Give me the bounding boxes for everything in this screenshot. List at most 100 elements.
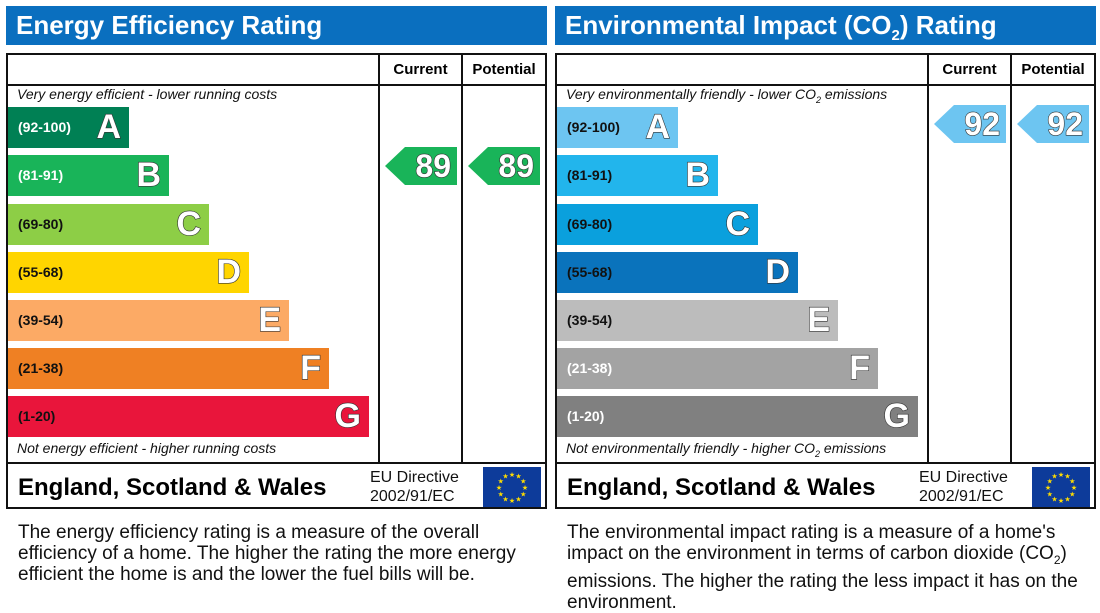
band-range: (39-54) <box>567 312 613 328</box>
band-f: (21-38) F <box>8 348 329 389</box>
top-note: Very environmentally friendly - lower CO… <box>566 86 888 105</box>
eu-star: ★ <box>1069 491 1075 499</box>
band-range: (1-20) <box>18 408 56 424</box>
band-d: (55-68) D <box>8 252 249 293</box>
band-a: (92-100) A <box>557 107 678 148</box>
band-b: (81-91) B <box>557 155 718 196</box>
current-rating-arrow: 89 <box>385 147 457 185</box>
eu-star: ★ <box>1064 495 1070 503</box>
band-c: (69-80) C <box>8 204 209 245</box>
band-letter: F <box>849 348 871 387</box>
band-e: (39-54) E <box>557 300 838 341</box>
footer-divider <box>8 462 545 464</box>
eu-directive-line1: EU Directive <box>370 469 459 486</box>
band-range: (92-100) <box>18 119 71 135</box>
eu-flag-icon: ★ ★ ★ ★ ★ ★ ★ ★ ★ ★ ★ ★ <box>1032 467 1090 507</box>
band-letter: G <box>883 396 911 435</box>
eu-directive-line1: EU Directive <box>919 469 1008 486</box>
column-header-potential: Potential <box>1021 61 1085 78</box>
rating-table: Current Potential Very environmentally fri… <box>555 53 1096 509</box>
band-d: (55-68) D <box>557 252 798 293</box>
band-range: (21-38) <box>567 360 613 376</box>
band-range: (69-80) <box>567 216 613 232</box>
band-b: (81-91) B <box>8 155 169 196</box>
eu-star: ★ <box>515 473 521 481</box>
bottom-note: Not energy efficient - higher running co… <box>17 440 277 456</box>
column-header-potential: Potential <box>472 61 536 78</box>
energy-efficiency-panel: Energy Efficiency Rating Current Potential… <box>6 0 547 612</box>
country-label: England, Scotland & Wales <box>567 474 876 501</box>
eu-star: ★ <box>496 484 502 492</box>
column-header-current: Current <box>393 61 448 78</box>
eu-directive-line2: 2002/91/EC <box>370 488 455 505</box>
eu-star: ★ <box>522 484 528 492</box>
band-e: (39-54) E <box>8 300 289 341</box>
column-divider <box>927 55 929 464</box>
eu-star: ★ <box>520 491 526 499</box>
eu-star: ★ <box>1071 484 1077 492</box>
eu-star: ★ <box>1051 473 1057 481</box>
eu-star: ★ <box>502 473 508 481</box>
column-divider <box>461 55 463 464</box>
column-divider <box>378 55 380 464</box>
rating-table: Current Potential Very energy efficient - … <box>6 53 547 509</box>
band-range: (39-54) <box>18 312 64 328</box>
current-rating-value: 89 <box>415 147 452 184</box>
current-rating-value: 92 <box>964 105 1001 142</box>
eu-flag-icon: ★ ★ ★ ★ ★ ★ ★ ★ ★ ★ ★ ★ <box>483 467 541 507</box>
top-note: Very energy efficient - lower running co… <box>17 86 278 102</box>
description: The environmental impact rating is a mea… <box>567 522 1078 613</box>
band-letter: G <box>334 396 362 435</box>
band-range: (81-91) <box>18 167 64 183</box>
eu-star: ★ <box>520 478 526 486</box>
eu-star: ★ <box>1069 478 1075 486</box>
band-f: (21-38) F <box>557 348 878 389</box>
band-g: (1-20) G <box>8 396 369 437</box>
header-divider <box>557 84 1094 86</box>
band-g: (1-20) G <box>557 396 918 437</box>
band-letter: E <box>807 300 831 339</box>
eu-directive: EU Directive 2002/91/EC <box>919 468 1008 506</box>
potential-rating-arrow: 92 <box>1017 105 1089 143</box>
band-letter: A <box>645 107 671 146</box>
band-c: (69-80) C <box>557 204 758 245</box>
eu-star: ★ <box>502 495 508 503</box>
environmental-impact-panel: Environmental Impact (CO2) Rating Current… <box>555 0 1096 613</box>
potential-rating-value: 89 <box>498 147 535 184</box>
band-letter: B <box>685 155 711 194</box>
band-range: (21-38) <box>18 360 64 376</box>
band-range: (69-80) <box>18 216 64 232</box>
eu-star: ★ <box>1045 484 1051 492</box>
eu-star: ★ <box>509 471 515 479</box>
eu-directive-line2: 2002/91/EC <box>919 488 1004 505</box>
country-label: England, Scotland & Wales <box>18 474 327 501</box>
band-letter: A <box>96 107 122 146</box>
column-header-current: Current <box>942 61 997 78</box>
eu-star: ★ <box>515 495 521 503</box>
chart-title: Environmental Impact (CO2) Rating <box>555 6 1096 45</box>
band-range: (55-68) <box>567 264 613 280</box>
band-range: (92-100) <box>567 119 620 135</box>
band-letter: D <box>765 252 791 291</box>
current-rating-arrow: 92 <box>934 105 1006 143</box>
footer-divider <box>557 462 1094 464</box>
eu-star: ★ <box>509 497 515 505</box>
eu-star: ★ <box>1058 471 1064 479</box>
band-letter: F <box>300 348 322 387</box>
bottom-note: Not environmentally friendly - higher CO… <box>566 440 887 459</box>
potential-rating-value: 92 <box>1047 105 1084 142</box>
potential-rating-arrow: 89 <box>468 147 540 185</box>
eu-directive: EU Directive 2002/91/EC <box>370 468 459 506</box>
eu-star: ★ <box>1058 497 1064 505</box>
eu-star: ★ <box>1064 473 1070 481</box>
eu-star: ★ <box>1047 491 1053 499</box>
eu-star: ★ <box>1051 495 1057 503</box>
column-divider <box>1010 55 1012 464</box>
eu-star: ★ <box>498 491 504 499</box>
band-range: (1-20) <box>567 408 605 424</box>
header-divider <box>8 84 545 86</box>
band-a: (92-100) A <box>8 107 129 148</box>
eu-star: ★ <box>1047 478 1053 486</box>
band-letter: B <box>136 155 162 194</box>
description: The energy efficiency rating is a measur… <box>18 522 516 585</box>
